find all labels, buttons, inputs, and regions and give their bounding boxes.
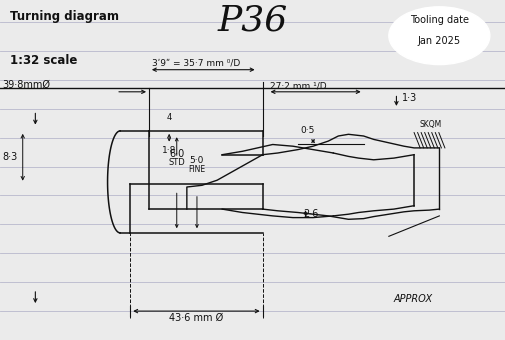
Text: 27·2 mm ¹/D: 27·2 mm ¹/D [270, 81, 327, 90]
Text: 1·8: 1·8 [162, 146, 176, 155]
Text: 4: 4 [167, 114, 172, 122]
Text: 0·5: 0·5 [300, 126, 315, 135]
Text: Turning diagram: Turning diagram [10, 10, 119, 23]
Text: P36: P36 [217, 3, 288, 37]
Text: 1:32 scale: 1:32 scale [10, 54, 77, 67]
Ellipse shape [389, 7, 490, 65]
Text: 5·0: 5·0 [190, 156, 204, 165]
Text: SKQM: SKQM [419, 120, 441, 129]
Text: 43·6 mm Ø: 43·6 mm Ø [169, 313, 224, 323]
Text: STD: STD [168, 158, 185, 167]
Text: Tooling date: Tooling date [410, 15, 469, 25]
Text: FINE: FINE [188, 165, 206, 174]
Text: 8·3: 8·3 [3, 152, 18, 162]
Text: 6·0: 6·0 [169, 149, 184, 159]
Text: 39·8mmØ: 39·8mmØ [3, 80, 50, 90]
Text: APPROX: APPROX [394, 294, 433, 304]
Text: Jan 2025: Jan 2025 [418, 36, 461, 46]
Text: 2·6: 2·6 [303, 209, 318, 219]
Text: 1·3: 1·3 [401, 93, 417, 103]
Text: 3ʹ9ʺ = 35·7 mm ⁰/D: 3ʹ9ʺ = 35·7 mm ⁰/D [152, 59, 240, 68]
